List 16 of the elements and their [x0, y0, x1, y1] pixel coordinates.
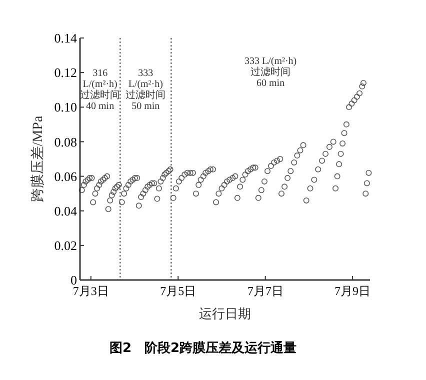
- y-tick-label: 0.02: [54, 238, 77, 253]
- y-axis-title: 跨膜压差/MPa: [30, 115, 46, 202]
- y-tick-label: 0.10: [54, 100, 77, 115]
- x-tick-label: 7月7日: [247, 284, 284, 298]
- y-tick-label: 0.12: [54, 65, 77, 80]
- x-axis-title: 运行日期: [199, 306, 251, 321]
- y-tick-label: 0.04: [54, 203, 78, 218]
- y-tick-label: 0.06: [54, 168, 78, 184]
- x-tick-label: 7月9日: [334, 284, 371, 298]
- annotation: 316 L/(m²·h) 过滤时间 40 min: [80, 68, 120, 112]
- x-tick-label: 7月5日: [160, 284, 196, 298]
- annotation: 333 L/(m²·h) 过滤时间 50 min: [126, 68, 166, 112]
- y-tick-label: 0.14: [54, 30, 78, 46]
- caption: 图2 阶段2跨膜压差及运行通量: [109, 340, 297, 356]
- y-tick-label: 0.08: [54, 134, 77, 150]
- annotation: 333 L/(m²·h) 过滤时间 60 min: [244, 56, 297, 89]
